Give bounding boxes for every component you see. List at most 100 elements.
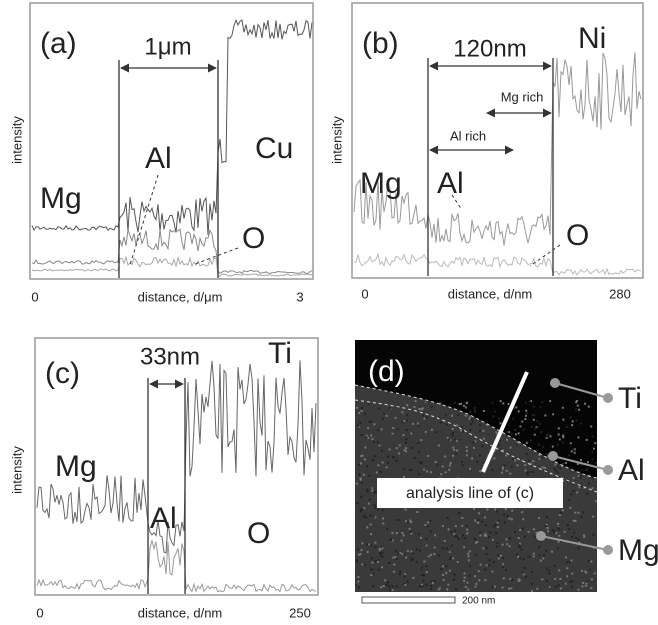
speckle [514,531,517,533]
speckle [542,557,545,560]
speckle [404,584,407,586]
speckle [571,579,574,582]
speckle [437,588,440,591]
speckle [565,426,568,428]
speckle [449,464,451,467]
speckle [378,547,381,550]
speckle [505,469,508,472]
speckle [570,559,573,562]
speckle [479,563,482,566]
speckle [575,537,578,540]
x-start: 0 [361,286,368,301]
speckle [562,462,564,465]
speckle [524,464,527,467]
speckle [583,535,586,538]
speckle [516,553,518,556]
speckle [496,541,499,544]
speckle [374,455,377,458]
speckle [537,443,540,446]
speckle [527,530,530,533]
speckle [499,400,502,403]
speckle [405,450,408,453]
speckle [572,519,575,522]
speckle [408,527,411,530]
speckle [538,454,541,456]
speckle [521,511,524,514]
speckle [380,545,383,548]
speckle [502,577,505,580]
speckle [448,551,451,554]
speckle [505,569,508,572]
speckle [466,532,469,535]
speckle [554,469,557,472]
species: Mg [40,182,82,215]
speckle [540,431,543,433]
speckle [385,583,388,586]
speckle [495,532,497,535]
speckle [524,418,527,420]
speckle [474,585,477,588]
region-label: Al rich [450,128,486,143]
speckle [468,410,471,413]
speckle [433,553,436,556]
speckle [557,443,559,446]
speckle [453,438,456,441]
speckle [559,577,562,580]
speckle [388,589,391,592]
speckle [479,470,482,473]
speckle [491,538,494,541]
panel-label: (d) [368,355,405,388]
speckle [375,490,378,493]
speckle [461,461,464,463]
speckle [535,420,538,423]
speckle [532,552,535,555]
speckle [388,407,391,410]
speckle [386,581,389,584]
speckle [364,458,366,461]
speckle [361,563,364,566]
speckle [577,547,580,550]
speckle [508,587,510,590]
speckle [491,586,494,589]
speckle [526,473,529,476]
speckle [502,402,505,405]
speckle [445,571,448,574]
speckle [409,519,412,522]
speckle [465,449,468,452]
speckle [412,576,415,579]
speckle [388,448,391,451]
speckle [524,469,527,472]
speckle [423,560,426,563]
speckle [581,485,584,488]
speckle [571,536,573,538]
speckle [360,410,363,412]
speckle [426,525,429,527]
speckle [386,455,389,458]
speckle [358,412,361,414]
speckle [533,433,536,436]
speckle [484,579,487,582]
speckle [466,528,469,531]
speckle [495,545,498,548]
speckle [466,581,469,584]
speckle [373,491,376,494]
speckle [361,481,363,484]
speckle [454,401,456,404]
speckle [427,521,430,524]
species: Al [145,142,172,175]
speckle [532,418,535,421]
speckle [515,406,518,409]
speckle [479,534,482,537]
speckle [517,537,520,539]
speckle [374,506,376,509]
speckle [555,585,558,588]
speckle [556,464,559,467]
speckle [469,429,472,432]
speckle [435,431,438,434]
speckle [455,440,458,443]
profile-trace [353,252,642,276]
speckle [562,480,565,482]
speckle [590,587,593,590]
speckle [461,524,464,527]
speckle [366,488,369,491]
